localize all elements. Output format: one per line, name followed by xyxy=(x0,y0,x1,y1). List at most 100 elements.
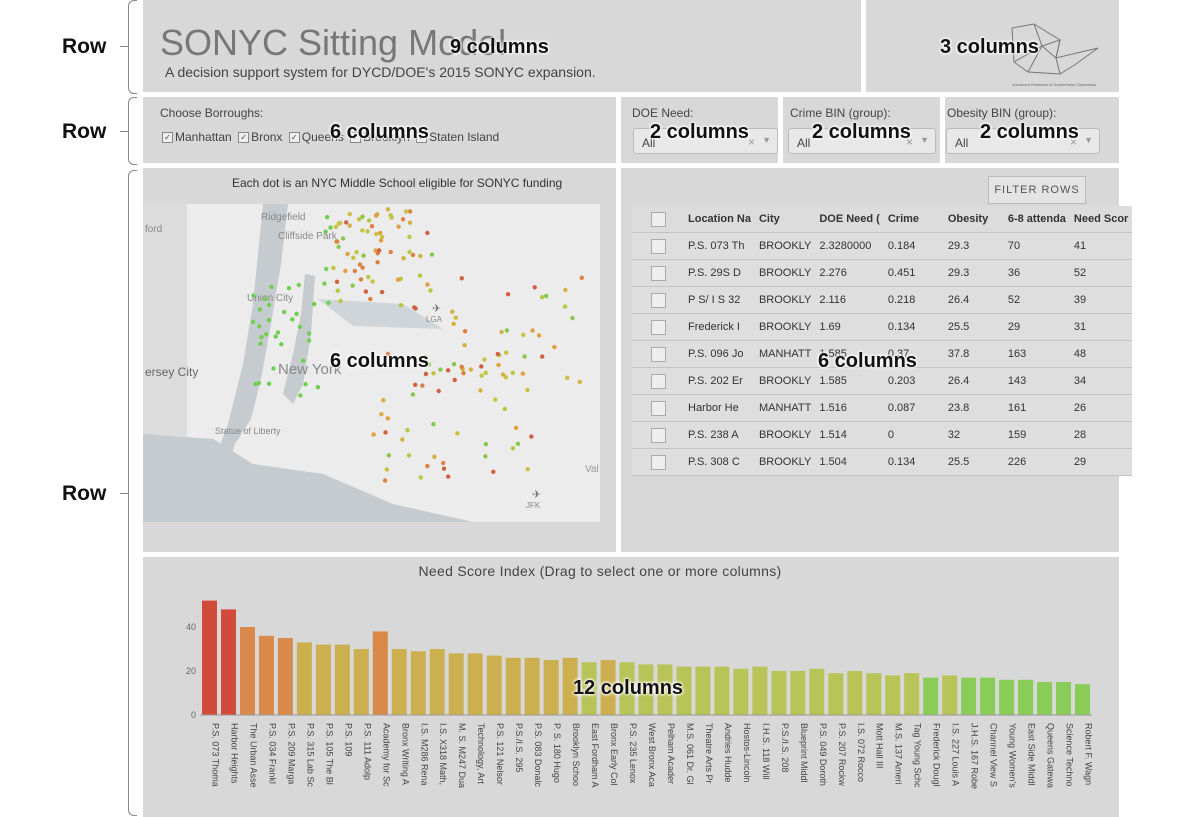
school-dot[interactable] xyxy=(253,381,258,387)
column-header[interactable]: Crime xyxy=(883,206,944,233)
need-score-bar[interactable] xyxy=(828,673,844,715)
column-header[interactable]: Need Scor xyxy=(1069,206,1133,233)
school-dot[interactable] xyxy=(462,343,467,348)
row-checkbox[interactable] xyxy=(650,454,666,470)
school-dot[interactable] xyxy=(400,217,406,222)
need-score-bar[interactable] xyxy=(486,655,502,715)
need-score-bar[interactable] xyxy=(790,671,806,715)
need-score-bar[interactable] xyxy=(1056,682,1071,715)
school-dot[interactable] xyxy=(455,431,460,436)
school-dot[interactable] xyxy=(503,375,508,380)
school-dot[interactable] xyxy=(357,262,363,267)
need-score-bar[interactable] xyxy=(240,627,255,715)
school-dot[interactable] xyxy=(479,364,484,369)
school-dot[interactable] xyxy=(360,214,365,219)
school-dot[interactable] xyxy=(532,285,537,290)
school-dot[interactable] xyxy=(450,309,455,314)
school-dot[interactable] xyxy=(326,300,331,306)
row-checkbox[interactable] xyxy=(650,400,666,416)
school-dot[interactable] xyxy=(570,315,575,321)
school-dot[interactable] xyxy=(565,375,570,380)
school-dot[interactable] xyxy=(384,467,389,472)
need-score-bar[interactable] xyxy=(866,673,882,715)
school-dot[interactable] xyxy=(296,282,301,288)
school-dot[interactable] xyxy=(352,268,358,274)
school-dot[interactable] xyxy=(403,209,409,214)
need-score-bar[interactable] xyxy=(847,671,863,715)
row-checkbox[interactable] xyxy=(650,238,666,254)
school-dot[interactable] xyxy=(423,355,429,360)
need-score-bar[interactable] xyxy=(923,677,939,715)
column-header[interactable]: Obesity xyxy=(943,206,1004,233)
need-score-bar[interactable] xyxy=(467,653,483,715)
school-dot[interactable] xyxy=(365,229,370,234)
school-dot[interactable] xyxy=(373,213,379,218)
school-dot[interactable] xyxy=(315,385,321,390)
school-dot[interactable] xyxy=(366,218,372,223)
select-all-checkbox[interactable] xyxy=(650,211,666,227)
clear-icon[interactable]: × xyxy=(747,135,755,149)
school-dot[interactable] xyxy=(382,478,388,483)
clear-icon[interactable]: × xyxy=(905,135,913,149)
row-checkbox[interactable] xyxy=(650,346,666,362)
school-dot[interactable] xyxy=(504,328,510,333)
school-dot[interactable] xyxy=(429,252,435,257)
row-checkbox[interactable] xyxy=(650,373,666,389)
school-dot[interactable] xyxy=(493,397,498,402)
need-score-bar[interactable] xyxy=(676,666,692,715)
school-dot[interactable] xyxy=(423,371,429,377)
need-score-bar[interactable] xyxy=(296,642,312,715)
school-dot[interactable] xyxy=(264,332,269,337)
school-dot[interactable] xyxy=(495,351,500,357)
school-dot[interactable] xyxy=(335,239,340,244)
school-dot[interactable] xyxy=(445,368,451,373)
school-dot[interactable] xyxy=(379,412,384,417)
school-dot[interactable] xyxy=(290,317,295,322)
school-dot[interactable] xyxy=(577,379,582,385)
school-dot[interactable] xyxy=(279,342,284,347)
school-dot[interactable] xyxy=(361,253,366,258)
school-dot[interactable] xyxy=(324,266,329,272)
school-dot[interactable] xyxy=(375,260,380,265)
school-dot[interactable] xyxy=(294,311,299,316)
borough-checkbox-staten-island[interactable]: ✓ Staten Island xyxy=(416,130,499,144)
need-score-bar[interactable] xyxy=(543,660,559,715)
school-dot[interactable] xyxy=(381,398,386,403)
school-dot[interactable] xyxy=(482,357,487,362)
crime-select[interactable]: All × ▼ xyxy=(788,128,936,154)
need-score-bar[interactable] xyxy=(695,666,711,715)
school-dot[interactable] xyxy=(273,334,278,339)
need-score-bar[interactable] xyxy=(353,649,369,715)
row-checkbox[interactable] xyxy=(650,427,666,443)
school-dot[interactable] xyxy=(306,338,312,343)
row-checkbox[interactable] xyxy=(650,319,666,335)
school-dot[interactable] xyxy=(379,234,385,240)
school-dot[interactable] xyxy=(412,305,417,310)
school-dot[interactable] xyxy=(396,224,401,229)
need-score-bar[interactable] xyxy=(980,677,996,715)
need-score-bar[interactable] xyxy=(258,635,274,715)
school-dot[interactable] xyxy=(438,367,443,372)
school-dot[interactable] xyxy=(540,354,545,359)
need-score-bar[interactable] xyxy=(505,657,521,715)
school-dot[interactable] xyxy=(388,249,393,255)
doe-select[interactable]: All × ▼ xyxy=(633,128,778,154)
school-dot[interactable] xyxy=(539,295,545,300)
school-map[interactable]: Ridgefield Cliffside Park Union City New… xyxy=(143,204,600,522)
school-dot[interactable] xyxy=(385,207,391,212)
school-dot[interactable] xyxy=(345,251,350,257)
school-dot[interactable] xyxy=(251,293,256,298)
school-dot[interactable] xyxy=(406,453,412,458)
school-dot[interactable] xyxy=(491,469,496,474)
school-dot[interactable] xyxy=(504,350,509,355)
school-dot[interactable] xyxy=(462,329,468,334)
school-dot[interactable] xyxy=(368,296,373,302)
school-dot[interactable] xyxy=(266,381,272,386)
school-dot[interactable] xyxy=(379,289,385,295)
school-dot[interactable] xyxy=(360,228,365,233)
school-dot[interactable] xyxy=(410,392,416,397)
need-score-bar[interactable] xyxy=(1018,679,1034,715)
school-dot[interactable] xyxy=(335,288,340,293)
school-dot[interactable] xyxy=(363,289,369,294)
school-dot[interactable] xyxy=(282,309,287,315)
